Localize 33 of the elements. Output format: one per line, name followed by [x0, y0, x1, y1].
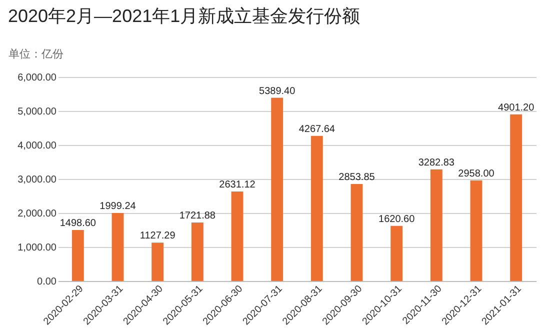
bar — [112, 213, 124, 281]
bar — [72, 230, 84, 281]
bar — [152, 242, 164, 281]
y-tick-label: 5,000.00 — [18, 106, 57, 118]
y-tick-label: 6,000.00 — [18, 72, 57, 84]
data-label: 1127.29 — [140, 230, 176, 242]
y-tick-label: 0.00 — [37, 276, 57, 288]
y-tick-label: 2,000.00 — [18, 208, 57, 220]
bar — [310, 136, 323, 281]
data-label: 4267.64 — [298, 124, 336, 135]
data-label: 1999.24 — [100, 201, 136, 212]
y-tick-label: 4,000.00 — [18, 140, 57, 152]
bar — [191, 222, 204, 281]
data-label: 1721.88 — [179, 210, 216, 222]
bar — [350, 184, 363, 281]
data-label: 2631.12 — [219, 180, 256, 191]
bar — [430, 169, 442, 281]
y-tick-label: 3,000.00 — [18, 174, 57, 186]
bar — [231, 192, 244, 281]
y-axis-title: 单位：亿份 — [8, 48, 64, 60]
bar — [390, 226, 403, 281]
y-tick-label: 1,000.00 — [18, 242, 57, 254]
data-label: 4901.20 — [498, 102, 535, 114]
chart-title: 2020年2月—2021年1月新成立基金发行份额 — [8, 6, 360, 26]
data-label: 5389.40 — [259, 86, 296, 97]
data-label: 3282.83 — [418, 157, 455, 168]
data-label: 1498.60 — [60, 218, 96, 230]
bar — [271, 98, 284, 281]
data-label: 2958.00 — [458, 168, 495, 180]
bar — [510, 114, 522, 281]
bar — [470, 180, 482, 281]
data-label: 1620.60 — [378, 214, 416, 225]
data-label: 2853.85 — [338, 172, 376, 183]
